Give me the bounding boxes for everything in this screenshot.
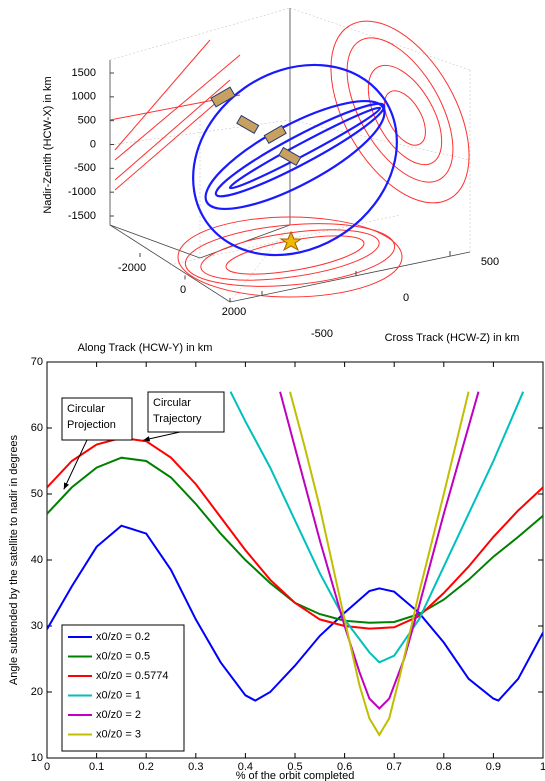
y-tick-label: 500 [481, 256, 499, 268]
legend-label: x0/z0 = 1 [96, 689, 141, 701]
y-tick-label: 20 [31, 686, 43, 698]
z-tick-label: -1500 [68, 210, 96, 222]
z-tick-label: 1000 [72, 91, 96, 103]
x-tick-label: 0.4 [238, 761, 253, 773]
annotation-arrowhead [63, 482, 70, 490]
y-axis-label: Angle subtended by the satellite to nadi… [8, 434, 20, 685]
legend-label: x0/z0 = 2 [96, 709, 141, 721]
annotation-text: Projection [67, 419, 116, 431]
x-tick-label: 0.7 [387, 761, 402, 773]
legend-box [61, 624, 185, 752]
annotation-box [61, 397, 133, 441]
y-tick-label: 60 [31, 422, 43, 434]
series-line [279, 391, 480, 710]
annotation-arrowhead [143, 436, 151, 442]
series-line [47, 524, 543, 702]
legend-label: x0/z0 = 0.5774 [96, 670, 168, 682]
legend-label: x0/z0 = 0.5 [96, 650, 150, 662]
z-tick-label: -1000 [68, 186, 96, 198]
x-tick-label: 0.8 [436, 761, 451, 773]
z-axis-label: Nadir-Zenith (HCW-X) in km [42, 76, 54, 213]
x-tick-label: 0.3 [188, 761, 203, 773]
y-tick-label: 0 [403, 292, 409, 304]
x-tick-label: 0 [44, 761, 50, 773]
y-tick-label: 10 [31, 752, 43, 764]
x-tick-label: 2000 [222, 306, 246, 318]
x-tick-label: 0.6 [337, 761, 352, 773]
series-line [229, 391, 525, 664]
y-tick-label: 30 [31, 620, 43, 632]
legend-label: x0/z0 = 3 [96, 728, 141, 740]
y-tick-label: 50 [31, 488, 43, 500]
annotation-text: Circular [67, 403, 105, 415]
x-tick-label: 0.2 [139, 761, 154, 773]
x-tick-label: -2000 [118, 262, 146, 274]
y-axis-label: Cross Track (HCW-Z) in km [385, 332, 520, 344]
x-tick-label: 1 [540, 761, 545, 773]
x-tick-label: 0 [180, 284, 186, 296]
y-tick-label: -500 [311, 328, 333, 340]
x-tick-label: 0.5 [287, 761, 302, 773]
y-tick-label: 40 [31, 554, 43, 566]
z-tick-label: 0 [90, 138, 96, 150]
orbit-drawing [109, 20, 470, 298]
x-axis-label: % of the orbit completed [236, 770, 355, 781]
legend-label: x0/z0 = 0.2 [96, 631, 150, 643]
x-axis-label: Along Track (HCW-Y) in km [78, 342, 213, 354]
annotation-box [147, 391, 225, 433]
z-tick-label: 500 [78, 115, 96, 127]
series-line [289, 391, 470, 737]
z-tick-label: -500 [74, 162, 96, 174]
annotation-text: Trajectory [153, 413, 202, 425]
annotation-arrow [63, 439, 88, 490]
y-tick-label: 70 [31, 356, 43, 368]
x-tick-label: 0.1 [89, 761, 104, 773]
x-tick-label: 0.9 [486, 761, 501, 773]
annotation-text: Circular [153, 397, 191, 409]
z-tick-label: 1500 [72, 67, 96, 79]
